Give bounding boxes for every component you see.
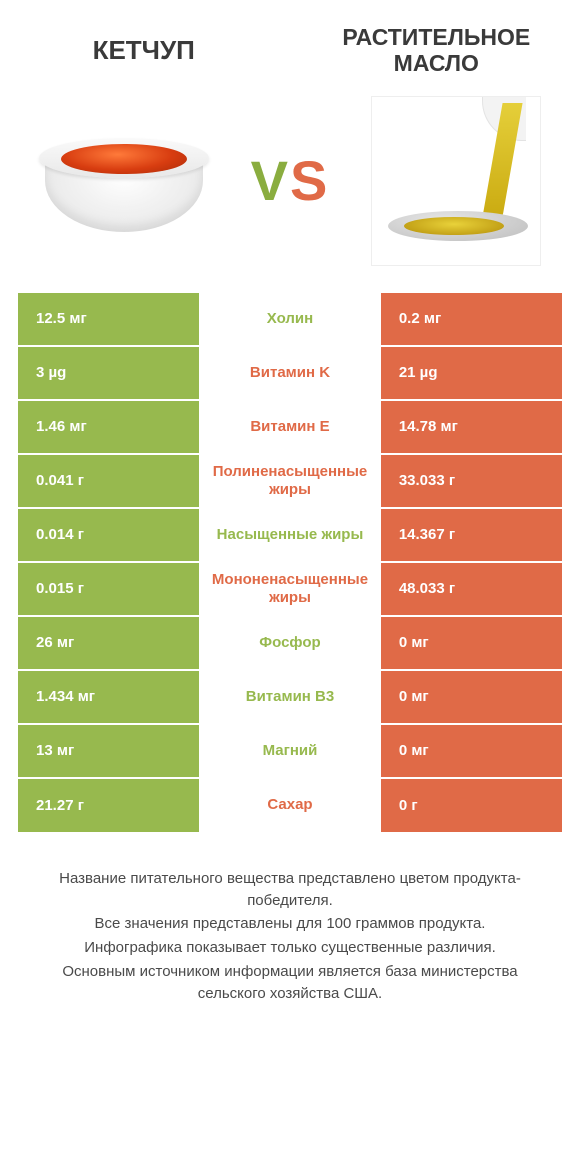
nutrient-label: Магний bbox=[199, 724, 381, 778]
table-row: 0.041 гПолиненасыщенные жиры33.033 г bbox=[18, 454, 562, 508]
nutrient-label: Мононенасыщенные жиры bbox=[199, 562, 381, 616]
table-row: 0.014 гНасыщенные жиры14.367 г bbox=[18, 508, 562, 562]
value-right: 0 мг bbox=[381, 670, 562, 724]
value-right: 0 г bbox=[381, 778, 562, 832]
table-row: 3 µgВитамин K21 µg bbox=[18, 346, 562, 400]
nutrient-label: Полиненасыщенные жиры bbox=[199, 454, 381, 508]
value-left: 12.5 мг bbox=[18, 292, 199, 346]
vs-label: VS bbox=[226, 148, 355, 213]
value-left: 26 мг bbox=[18, 616, 199, 670]
value-right: 0.2 мг bbox=[381, 292, 562, 346]
value-right: 0 мг bbox=[381, 616, 562, 670]
footer-line: Все значения представлены для 100 граммо… bbox=[28, 913, 552, 935]
value-left: 1.434 мг bbox=[18, 670, 199, 724]
value-right: 14.367 г bbox=[381, 508, 562, 562]
image-row: VS bbox=[18, 85, 562, 291]
table-row: 26 мгФосфор0 мг bbox=[18, 616, 562, 670]
nutrient-label: Витамин E bbox=[199, 400, 381, 454]
nutrient-label: Насыщенные жиры bbox=[199, 508, 381, 562]
value-left: 1.46 мг bbox=[18, 400, 199, 454]
header: КЕТЧУП РАСТИТЕЛЬНОЕ МАСЛО bbox=[18, 24, 562, 85]
ketchup-illustration bbox=[39, 126, 209, 236]
value-right: 33.033 г bbox=[381, 454, 562, 508]
footer-notes: Название питательного вещества представл… bbox=[18, 868, 562, 1005]
value-left: 3 µg bbox=[18, 346, 199, 400]
nutrient-label: Сахар bbox=[199, 778, 381, 832]
value-left: 0.041 г bbox=[18, 454, 199, 508]
value-left: 0.015 г bbox=[18, 562, 199, 616]
infographic-root: КЕТЧУП РАСТИТЕЛЬНОЕ МАСЛО VS 12.5 м bbox=[0, 0, 580, 1036]
value-right: 48.033 г bbox=[381, 562, 562, 616]
footer-line: Инфографика показывает только существенн… bbox=[28, 937, 552, 959]
table-row: 1.46 мгВитамин E14.78 мг bbox=[18, 400, 562, 454]
value-left: 13 мг bbox=[18, 724, 199, 778]
vs-v-letter: V bbox=[251, 149, 290, 212]
footer-line: Основным источником информации является … bbox=[28, 961, 552, 1005]
value-left: 21.27 г bbox=[18, 778, 199, 832]
table-row: 13 мгМагний0 мг bbox=[18, 724, 562, 778]
value-left: 0.014 г bbox=[18, 508, 199, 562]
nutrient-label: Фосфор bbox=[199, 616, 381, 670]
nutrient-label: Витамин B3 bbox=[199, 670, 381, 724]
nutrient-label: Витамин K bbox=[199, 346, 381, 400]
value-right: 0 мг bbox=[381, 724, 562, 778]
table-row: 0.015 гМононенасыщенные жиры48.033 г bbox=[18, 562, 562, 616]
vs-s-letter: S bbox=[290, 149, 329, 212]
table-row: 1.434 мгВитамин B30 мг bbox=[18, 670, 562, 724]
comparison-table: 12.5 мгХолин0.2 мг3 µgВитамин K21 µg1.46… bbox=[18, 291, 562, 832]
product-title-right: РАСТИТЕЛЬНОЕ МАСЛО bbox=[317, 24, 556, 77]
value-right: 21 µg bbox=[381, 346, 562, 400]
product-image-left bbox=[22, 91, 226, 271]
value-right: 14.78 мг bbox=[381, 400, 562, 454]
nutrient-label: Холин bbox=[199, 292, 381, 346]
table-row: 12.5 мгХолин0.2 мг bbox=[18, 292, 562, 346]
product-title-left: КЕТЧУП bbox=[24, 35, 263, 66]
footer-line: Название питательного вещества представл… bbox=[28, 868, 552, 912]
oil-illustration bbox=[371, 96, 541, 266]
product-image-right bbox=[354, 91, 558, 271]
table-row: 21.27 гСахар0 г bbox=[18, 778, 562, 832]
